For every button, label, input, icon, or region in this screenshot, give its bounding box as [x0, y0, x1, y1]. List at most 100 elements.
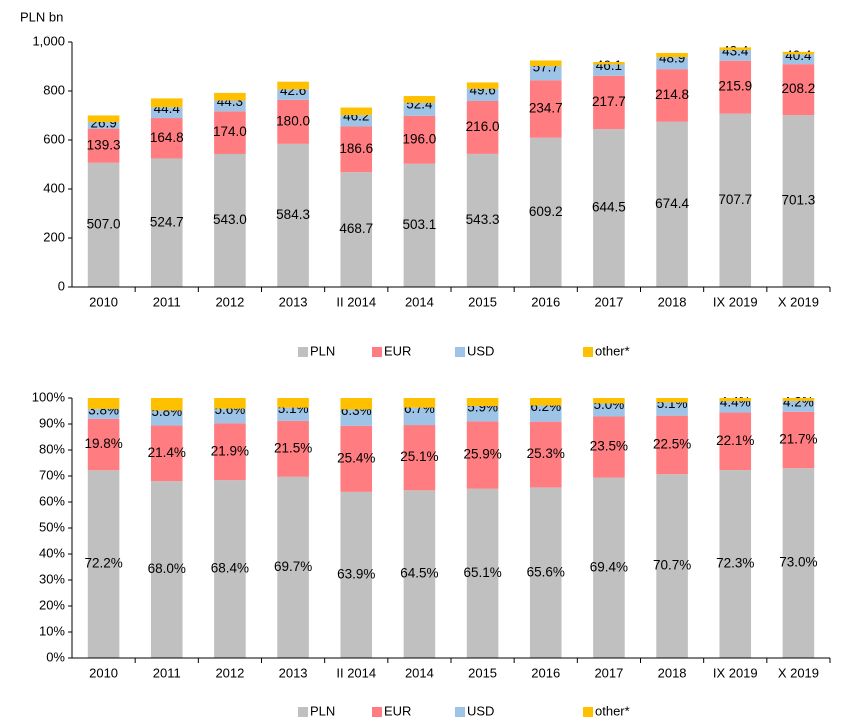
data-label: 584.3: [276, 207, 310, 222]
bar-segment: [150, 98, 183, 108]
data-label: 22.1%: [716, 433, 754, 448]
y-tick-label: 100%: [32, 389, 66, 404]
y-tick-label: 60%: [39, 493, 65, 508]
legend-label: other*: [595, 343, 630, 358]
bar-segment: [529, 80, 562, 138]
bar-segment: [529, 60, 562, 67]
y-tick-label: 600: [43, 131, 65, 146]
data-label: 543.3: [466, 212, 500, 227]
data-label: 468.7: [339, 221, 373, 236]
bar-segment: [403, 163, 436, 287]
bar-segment: [403, 398, 436, 408]
bar-segment: [150, 410, 183, 426]
bar-segment: [593, 416, 625, 478]
bar-segment: [593, 64, 625, 76]
bar-segment: [214, 92, 246, 101]
data-label: 72.3%: [716, 556, 754, 571]
bar-segment: [214, 480, 246, 658]
y-tick-label: 80%: [39, 441, 65, 456]
x-tick-label: IX 2019: [713, 294, 758, 309]
bar-segment: [782, 468, 815, 658]
bar-segment: [277, 476, 309, 658]
bar-segment: [719, 470, 752, 658]
x-tick-label: 2018: [658, 665, 687, 680]
bar-segment: [656, 57, 688, 70]
bar-segment: [340, 115, 373, 127]
legend-swatch: [298, 707, 308, 717]
x-tick-label: 2010: [89, 665, 118, 680]
legend-label: USD: [467, 343, 494, 358]
x-tick-label: 2018: [658, 294, 687, 309]
bar-segment: [782, 411, 815, 469]
bar-segment: [466, 82, 499, 89]
data-label: 674.4: [655, 196, 689, 211]
y-tick-label: 0: [58, 278, 65, 293]
bar-segment: [593, 75, 625, 130]
bar-segment: [529, 137, 562, 287]
data-label: 19.8%: [84, 436, 122, 451]
data-label: 180.0: [276, 113, 310, 128]
bar-segment: [466, 488, 499, 658]
y-tick-label: 200: [43, 229, 65, 244]
bar-segment: [656, 69, 688, 122]
bar-segment: [277, 99, 309, 144]
x-tick-label: 2013: [279, 665, 308, 680]
y-tick-label: 90%: [39, 415, 65, 430]
data-label: 43.4: [722, 44, 749, 59]
bar-segment: [150, 118, 183, 159]
data-label: 46.1: [596, 58, 622, 73]
data-label: 208.2: [782, 81, 816, 96]
bar-segment: [719, 47, 752, 51]
data-label: 23.5%: [590, 439, 628, 454]
bar-segment: [466, 88, 499, 101]
x-tick-label: II 2014: [336, 294, 376, 309]
bar-segment: [593, 62, 625, 65]
bar-segment: [277, 89, 309, 100]
bar-segment: [340, 409, 373, 426]
data-label: 70.7%: [653, 558, 691, 573]
bar-segment: [529, 66, 562, 81]
bar-segment: [277, 420, 309, 477]
bar-segment: [656, 415, 688, 475]
data-label: 4.4%: [720, 395, 751, 410]
legend-label: PLN: [310, 343, 335, 358]
x-tick-label: X 2019: [778, 294, 819, 309]
data-label: 65.6%: [527, 564, 565, 579]
x-tick-label: 2016: [531, 665, 560, 680]
data-label: 40.4: [785, 48, 812, 63]
data-label: 644.5: [592, 200, 626, 215]
bar-segment: [87, 470, 120, 658]
bar-segment: [214, 153, 246, 287]
bar-segment: [214, 111, 246, 154]
bar-segment: [529, 398, 562, 406]
legend-swatch: [455, 347, 465, 357]
legend-swatch: [583, 707, 593, 717]
data-label: 21.9%: [211, 443, 249, 458]
bar-segment: [277, 81, 309, 90]
data-label: 68.4%: [211, 561, 249, 576]
data-label: 68.0%: [148, 561, 186, 576]
data-label: 507.0: [87, 216, 121, 231]
bar-segment: [529, 487, 562, 658]
bar-segment: [340, 107, 373, 116]
y-tick-label: 10%: [39, 623, 65, 638]
bar-segment: [719, 401, 752, 413]
bar-segment: [656, 121, 688, 287]
bar-segment: [214, 100, 246, 112]
bar-segment: [529, 421, 562, 488]
data-label: 63.9%: [337, 566, 375, 581]
bar-segment: [656, 398, 688, 403]
data-label: 4.2%: [783, 394, 814, 409]
data-label: 69.4%: [590, 559, 628, 574]
bar-segment: [214, 423, 246, 481]
y-tick-label: 0%: [46, 649, 65, 664]
bar-segment: [277, 407, 309, 421]
legend-swatch: [372, 707, 382, 717]
bar-segment: [593, 398, 625, 404]
data-label: 22.5%: [653, 436, 691, 451]
bar-segment: [87, 398, 120, 409]
legend-label: USD: [467, 703, 494, 718]
bar-segment: [403, 115, 436, 164]
data-label: 707.7: [718, 192, 752, 207]
x-tick-label: 2011: [153, 294, 181, 309]
